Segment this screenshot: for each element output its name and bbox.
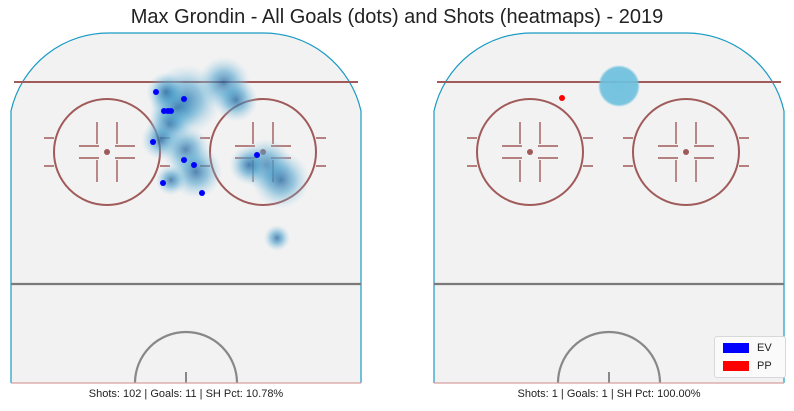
goal-dot-ev — [181, 157, 187, 163]
shot-density-blob — [214, 78, 258, 122]
center-circle — [133, 330, 239, 384]
legend: EV PP — [714, 336, 786, 378]
goal-dot-ev — [191, 162, 197, 168]
goal-dot-pp — [559, 95, 565, 101]
goal-dot-ev — [199, 190, 205, 196]
panel-caption-right: Shots: 1 | Goals: 1 | SH Pct: 100.00% — [517, 388, 701, 400]
shot-density-blob — [155, 164, 187, 196]
chart-title: Max Grondin - All Goals (dots) and Shots… — [130, 6, 664, 28]
legend-label-ev: EV — [757, 342, 772, 354]
faceoff-circle-left — [467, 98, 593, 206]
goal-dot-ev — [254, 152, 260, 158]
goal-dot-ev — [153, 89, 159, 95]
goal-dot-ev — [160, 180, 166, 186]
panel-caption-left: Shots: 102 | Goals: 11 | SH Pct: 10.78% — [88, 388, 284, 400]
shot-density-blob — [263, 224, 291, 252]
legend-swatch-ev — [723, 343, 749, 353]
rink-panel-right — [433, 32, 785, 384]
rink-boards — [433, 32, 785, 383]
legend-entry-ev: EV — [723, 341, 772, 355]
goal-dot-ev — [168, 108, 174, 114]
shot-density-blob — [146, 72, 186, 112]
faceoff-circle-right — [623, 98, 749, 206]
legend-swatch-pp — [723, 361, 749, 371]
rink-boards — [10, 32, 362, 383]
goal-dot-ev — [181, 96, 187, 102]
shot-density-blob — [598, 65, 640, 107]
center-circle — [556, 330, 662, 384]
goal-dot-ev — [150, 139, 156, 145]
shot-density-blob — [229, 145, 269, 185]
legend-entry-pp: PP — [723, 359, 772, 373]
legend-label-pp: PP — [757, 360, 772, 372]
rink-panel-left — [10, 32, 362, 384]
